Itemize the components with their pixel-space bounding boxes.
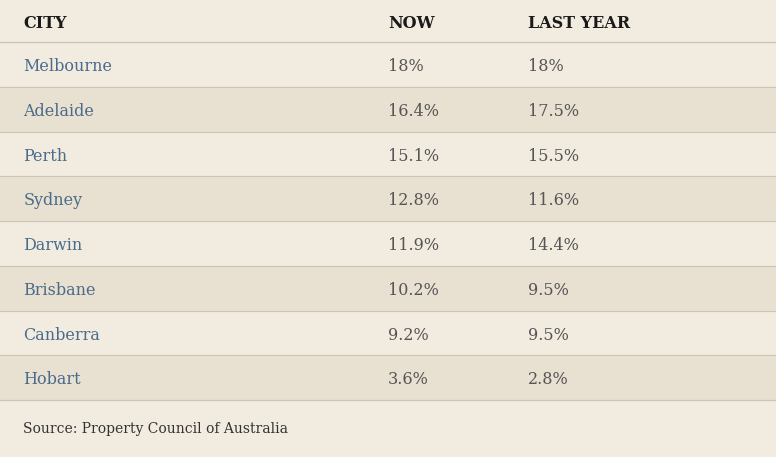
- Text: Perth: Perth: [23, 148, 68, 165]
- Bar: [0, 176, 776, 221]
- Bar: [0, 221, 776, 266]
- Bar: [0, 400, 776, 457]
- Text: 9.5%: 9.5%: [528, 327, 569, 344]
- Text: Source: Property Council of Australia: Source: Property Council of Australia: [23, 421, 288, 436]
- Bar: [0, 355, 776, 400]
- Bar: [0, 42, 776, 87]
- Text: 15.1%: 15.1%: [388, 148, 439, 165]
- Text: 10.2%: 10.2%: [388, 282, 439, 299]
- Text: Canberra: Canberra: [23, 327, 100, 344]
- Text: LAST YEAR: LAST YEAR: [528, 15, 630, 32]
- Text: 16.4%: 16.4%: [388, 103, 439, 120]
- Text: 17.5%: 17.5%: [528, 103, 579, 120]
- Text: 9.5%: 9.5%: [528, 282, 569, 299]
- Text: Brisbane: Brisbane: [23, 282, 95, 299]
- Text: 18%: 18%: [388, 58, 424, 75]
- Text: 9.2%: 9.2%: [388, 327, 429, 344]
- Bar: [0, 310, 776, 355]
- Text: CITY: CITY: [23, 15, 67, 32]
- Text: 15.5%: 15.5%: [528, 148, 579, 165]
- Text: 11.6%: 11.6%: [528, 192, 579, 209]
- Text: 14.4%: 14.4%: [528, 237, 579, 254]
- Bar: [0, 132, 776, 176]
- Text: Hobart: Hobart: [23, 372, 81, 388]
- Text: 3.6%: 3.6%: [388, 372, 429, 388]
- Text: Darwin: Darwin: [23, 237, 82, 254]
- Text: Sydney: Sydney: [23, 192, 82, 209]
- Text: 12.8%: 12.8%: [388, 192, 439, 209]
- Bar: [0, 87, 776, 132]
- Text: 18%: 18%: [528, 58, 563, 75]
- Text: NOW: NOW: [388, 15, 435, 32]
- Bar: [0, 0, 776, 42]
- Text: Adelaide: Adelaide: [23, 103, 94, 120]
- Text: Melbourne: Melbourne: [23, 58, 113, 75]
- Bar: [0, 266, 776, 310]
- Text: 11.9%: 11.9%: [388, 237, 439, 254]
- Text: 2.8%: 2.8%: [528, 372, 569, 388]
